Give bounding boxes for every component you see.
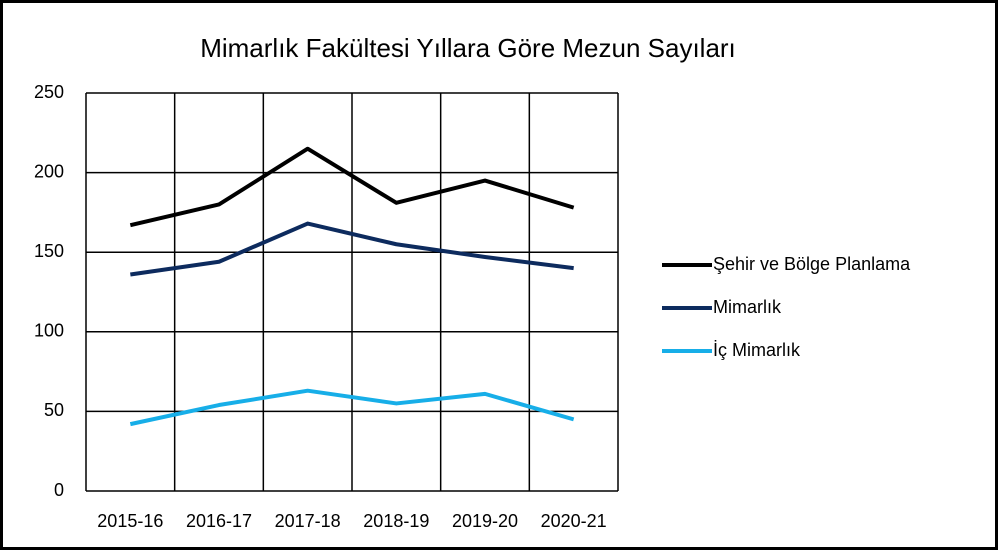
x-tick-label: 2018-19 [363,511,429,531]
y-tick-label: 50 [44,400,64,420]
x-tick-label: 2020-21 [541,511,607,531]
y-tick-label: 100 [34,321,64,341]
chart-title: Mimarlık Fakültesi Yıllara Göre Mezun Sa… [200,33,736,63]
y-tick-label: 150 [34,241,64,261]
x-tick-label: 2017-18 [275,511,341,531]
series-line [129,388,575,427]
y-tick-label: 0 [54,480,64,500]
legend-label: Şehir ve Bölge Planlama [713,254,911,274]
series-line [129,146,575,228]
series-line [130,221,574,277]
y-tick-label: 250 [34,82,64,102]
x-tick-label: 2016-17 [186,511,252,531]
legend-label: Mimarlık [713,297,782,317]
y-tick-label: 200 [34,161,64,181]
legend-label: İç Mimarlık [713,340,801,360]
x-tick-label: 2015-16 [97,511,163,531]
x-tick-label: 2019-20 [452,511,518,531]
